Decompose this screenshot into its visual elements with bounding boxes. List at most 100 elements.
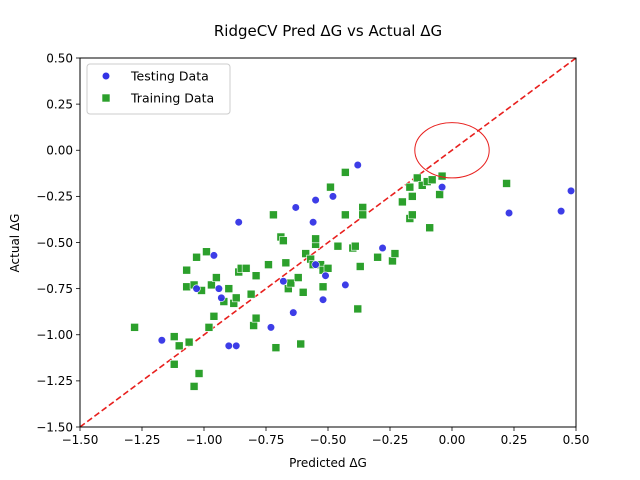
x-tick-label: −0.25 (372, 433, 409, 447)
training-point (204, 323, 214, 332)
training-point (296, 339, 306, 349)
y-tick-label: −0.50 (36, 236, 73, 250)
testing-point (318, 295, 328, 304)
training-point (405, 182, 415, 192)
training-points (130, 168, 511, 391)
legend-training-marker (101, 93, 111, 103)
training-point (301, 249, 310, 258)
x-tick-label: −1.50 (62, 433, 99, 447)
training-point (425, 223, 434, 233)
testing-point (328, 192, 338, 201)
testing-point (214, 284, 223, 293)
highlight-ellipse (414, 122, 490, 179)
y-tick-label: −1.50 (36, 420, 73, 434)
training-point (202, 247, 211, 257)
y-tick-label: −1.25 (36, 374, 73, 388)
training-point (341, 210, 350, 220)
y-tick-label: 0.25 (46, 97, 73, 111)
testing-points (157, 160, 576, 350)
testing-point (353, 160, 362, 170)
training-point (293, 273, 303, 282)
training-point (194, 369, 204, 378)
training-point (318, 282, 328, 292)
training-point (408, 210, 417, 220)
training-point (231, 293, 241, 303)
training-point (207, 280, 216, 290)
legend-box (86, 63, 231, 115)
testing-point (291, 203, 300, 212)
testing-point (217, 293, 226, 302)
y-axis-ticks: −1.50 −1.25 −1.00 −0.75 −0.50 −0.25 0.00 0.25 0.… (36, 51, 80, 434)
training-point (427, 175, 437, 185)
x-tick-label: −0.75 (248, 433, 285, 447)
training-point (251, 313, 261, 323)
testing-point (232, 341, 241, 350)
y-axis-label: Actual ΔG (8, 214, 22, 273)
x-tick-label: 0.25 (501, 433, 528, 447)
training-point (408, 192, 417, 201)
training-point (355, 262, 365, 271)
y-tick-label: −1.00 (36, 328, 73, 342)
training-point (353, 304, 363, 314)
x-tick-label: −1.00 (186, 433, 223, 447)
training-point (388, 256, 397, 266)
legend: Testing Data Training Data (86, 63, 231, 115)
training-point (398, 197, 407, 207)
training-point (279, 236, 288, 245)
x-tick-label: 0.00 (439, 433, 466, 447)
testing-point (341, 280, 350, 290)
training-point (169, 332, 179, 341)
training-point (358, 203, 368, 212)
testing-point (311, 260, 320, 269)
training-point (390, 249, 400, 258)
testing-point (437, 183, 447, 192)
x-tick-label: 0.50 (563, 433, 590, 447)
testing-point (321, 271, 330, 280)
testing-point (289, 308, 298, 317)
testing-point (157, 336, 166, 345)
training-point (246, 289, 256, 299)
annotation-group (414, 122, 490, 179)
training-point (373, 252, 382, 262)
training-point (189, 382, 199, 391)
x-axis-label: Predicted ΔG (289, 456, 367, 470)
testing-point (311, 195, 320, 205)
training-point (169, 359, 179, 369)
training-point (412, 173, 422, 183)
y-tick-label: −0.75 (36, 282, 73, 296)
testing-point (209, 251, 219, 260)
training-point (174, 341, 184, 351)
training-point (209, 311, 219, 321)
training-point (212, 273, 221, 282)
testing-point (192, 284, 201, 293)
training-point (350, 241, 360, 251)
testing-point (378, 243, 387, 253)
training-point (341, 168, 350, 177)
training-point (130, 323, 139, 332)
training-point (271, 343, 281, 352)
testing-point (279, 277, 288, 286)
y-tick-label: −0.25 (36, 190, 73, 204)
testing-point (224, 341, 233, 350)
training-point (241, 264, 251, 273)
training-point (435, 190, 444, 199)
training-point (182, 282, 191, 292)
training-point (192, 252, 201, 262)
chart-title: RidgeCV Pred ΔG vs Actual ΔG (214, 22, 442, 40)
training-point (298, 288, 308, 297)
training-point (333, 241, 343, 251)
training-point (184, 337, 194, 347)
training-point (311, 234, 320, 244)
training-point (249, 321, 258, 330)
training-point (182, 265, 191, 275)
training-point (358, 210, 368, 220)
y-tick-label: 0.00 (46, 144, 73, 158)
x-tick-label: −1.25 (124, 433, 161, 447)
testing-point (309, 218, 318, 227)
testing-point (566, 186, 576, 195)
training-point (251, 271, 261, 281)
training-point (224, 284, 234, 293)
x-axis-ticks: −1.50 −1.25 −1.00 −0.75 −0.50 −0.25 0.00 0.25 0.… (62, 427, 590, 447)
training-point (281, 258, 291, 268)
